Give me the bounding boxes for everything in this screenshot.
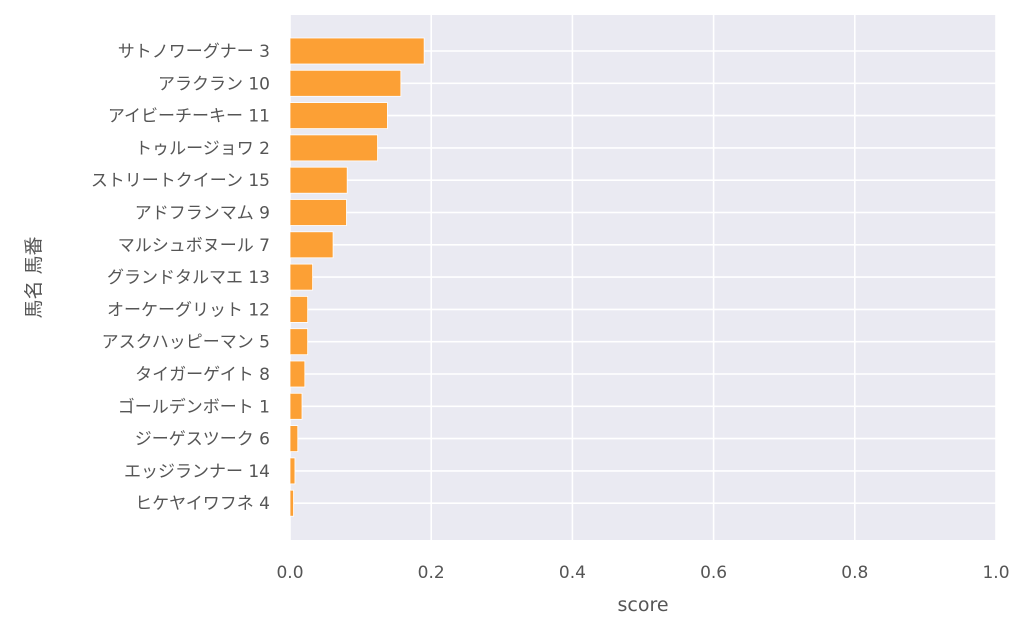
bar	[289, 295, 309, 323]
bar	[289, 37, 425, 65]
category-label: グランドタルマエ 13	[107, 268, 270, 288]
category-label: トゥルージョワ 2	[135, 139, 270, 159]
category-label: アイビーチーキー 11	[108, 107, 270, 127]
grid-lines	[289, 15, 997, 540]
category-label: マルシュボヌール 7	[118, 236, 270, 256]
bar	[289, 134, 378, 162]
category-label: サトノワーグナー 3	[118, 42, 270, 62]
x-tick-label: 0.0	[276, 563, 303, 583]
category-label: タイガーゲイト 8	[135, 365, 270, 385]
bar	[289, 425, 299, 453]
x-axis-title: score	[617, 594, 668, 616]
category-label: アスクハッピーマン 5	[102, 333, 270, 353]
category-label: ジーゲスツーク 6	[135, 430, 270, 450]
category-label: ヒケヤイワフネ 4	[135, 494, 270, 514]
category-label: アラクラン 10	[158, 74, 270, 94]
category-label: エッジランナー 14	[124, 462, 270, 482]
category-label: ストリートクイーン 15	[91, 171, 270, 191]
y-axis-title: 馬名 馬番	[23, 236, 45, 318]
bar	[289, 457, 296, 485]
category-label: アドフランマム 9	[135, 204, 270, 224]
bar	[289, 360, 306, 388]
bar	[289, 489, 294, 517]
x-tick-label: 0.2	[418, 563, 445, 583]
x-tick-label: 0.6	[700, 563, 727, 583]
x-tick-label: 1.0	[982, 563, 1009, 583]
category-labels: サトノワーグナー 3 アラクラン 10 アイビーチーキー 11 トゥルージョワ 2 スト…	[91, 42, 270, 514]
bar	[289, 392, 303, 420]
bar	[289, 69, 402, 97]
bars-group	[289, 37, 425, 517]
bar	[289, 102, 388, 129]
bar	[289, 199, 347, 226]
bar	[289, 263, 313, 291]
x-tick-label: 0.4	[559, 563, 586, 583]
category-label: オーケーグリット 12	[107, 300, 270, 320]
bar	[289, 231, 334, 259]
bar	[289, 328, 309, 356]
bar	[289, 166, 348, 194]
x-tick-label: 0.8	[841, 563, 868, 583]
x-tick-labels: 0.0 0.2 0.4 0.6 0.8 1.0	[276, 563, 1009, 583]
category-label: ゴールデンボート 1	[118, 396, 270, 417]
